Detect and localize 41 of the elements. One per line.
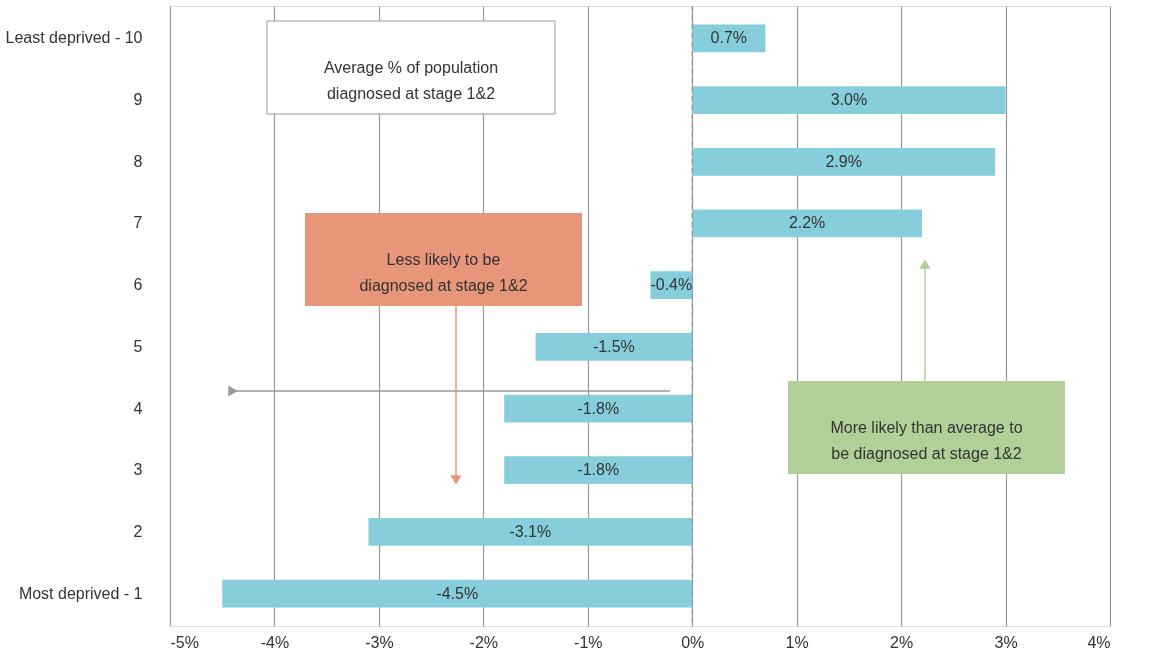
x-tick-label: 2% [890, 633, 914, 651]
bar [535, 332, 693, 361]
bar [222, 579, 693, 608]
y-tick-label: Least deprived - 10 [5, 29, 143, 47]
x-tick-label: 3% [994, 633, 1018, 651]
bar [368, 518, 693, 546]
data-label: 0.7% [710, 29, 748, 47]
x-tick-label: 1% [785, 633, 809, 651]
bar [504, 456, 693, 485]
y-tick-label: 2 [133, 522, 143, 540]
bar [692, 147, 996, 176]
bar [692, 209, 922, 238]
data-label: -1.8% [577, 461, 620, 479]
y-tick-label: 6 [133, 276, 143, 294]
x-tick-label: 0% [681, 633, 705, 651]
y-tick-label: Most deprived - 1 [18, 584, 143, 602]
data-label: -1.8% [577, 399, 620, 417]
y-tick-label: 8 [133, 152, 143, 170]
data-label: 3.0% [830, 91, 868, 109]
annotation: Average % of population diagnosed at stage 1&2 [323, 58, 499, 102]
bar [504, 394, 693, 423]
y-tick-label: 5 [133, 337, 143, 355]
bar [692, 86, 1006, 114]
annotation: More likely than average to be diagnosed at stage 1&2 [830, 418, 1023, 462]
y-tick-label: 7 [133, 214, 143, 232]
data-label: 2.2% [788, 214, 826, 232]
y-tick-label: 9 [133, 91, 143, 109]
x-tick-label: -3% [365, 633, 394, 651]
data-label: -4.5% [436, 584, 479, 602]
x-tick-label: -4% [260, 633, 290, 651]
data-label: -0.4% [650, 276, 693, 294]
data-label: -1.5% [592, 337, 635, 355]
data-label: -3.1% [509, 522, 552, 540]
y-tick-label: 3 [133, 461, 143, 479]
data-label: 2.9% [825, 152, 862, 170]
x-tick-label: -1% [574, 633, 603, 651]
y-tick-label: 4 [133, 399, 143, 417]
x-tick-label: 4% [1087, 633, 1111, 651]
annotation: Less likely to be diagnosed at stage 1&2 [359, 250, 528, 294]
x-tick-label: -5% [170, 633, 199, 651]
x-tick-label: -2% [469, 633, 499, 651]
